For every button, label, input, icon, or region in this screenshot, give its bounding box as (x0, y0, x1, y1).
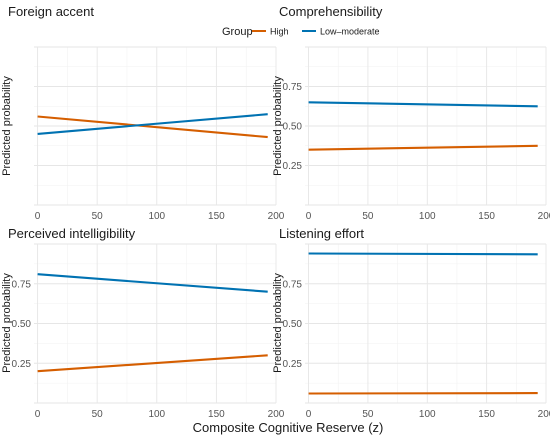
y-tick-label: 0.25 (283, 161, 303, 172)
x-tick-label: 100 (148, 409, 165, 420)
x-tick-label: 100 (419, 409, 436, 420)
y-tick-label: 0.75 (12, 279, 32, 290)
series-line-high (37, 354, 268, 373)
x-axis-title: Composite Cognitive Reserve (z) (193, 420, 384, 435)
y-tick-label: 0.50 (12, 319, 32, 330)
panel-3: Listening effort Predicted probability0.2… (272, 226, 550, 420)
x-tick-label: 150 (478, 211, 495, 222)
panel-title: Listening effort (279, 226, 364, 241)
series-line-low-moderate (37, 273, 268, 293)
x-tick-label: 100 (148, 211, 165, 222)
x-tick-label: 150 (208, 409, 225, 420)
x-tick-label: 100 (419, 211, 436, 222)
panel-0: Foreign accent Predicted probability 0 50 10… (1, 4, 285, 222)
legend-label-0: High (270, 27, 289, 37)
y-axis-title: Predicted probability (272, 76, 284, 176)
x-tick-label: 200 (268, 211, 285, 222)
y-axis-title: Predicted probability (1, 273, 13, 373)
y-axis-title: Predicted probability (272, 273, 284, 373)
x-tick-label: 0 (35, 409, 41, 420)
series-line-high (37, 115, 268, 139)
x-tick-label: 0 (306, 409, 312, 420)
y-tick-label: 0.50 (283, 319, 303, 330)
series-line-low-moderate (37, 113, 268, 135)
x-tick-label: 50 (362, 409, 374, 420)
x-tick-label: 200 (268, 409, 285, 420)
y-tick-label: 0.25 (12, 359, 32, 370)
panels: Foreign accent Predicted probability 0 50 10… (1, 4, 550, 420)
legend-label-1: Low–moderate (320, 27, 380, 37)
series-line-high (308, 144, 538, 151)
panel-title: Foreign accent (8, 4, 94, 19)
y-axis-title: Predicted probability (1, 76, 13, 176)
panel-1: Comprehensibility Predicted probability0.… (272, 4, 550, 222)
y-tick-label: 0.25 (283, 359, 303, 370)
y-tick-label: 0.75 (283, 279, 303, 290)
x-tick-label: 50 (362, 211, 374, 222)
y-tick-label: 0.50 (283, 122, 303, 133)
x-tick-label: 200 (538, 409, 550, 420)
y-tick-label: 0.75 (283, 82, 303, 93)
panel-title: Comprehensibility (279, 4, 383, 19)
series-line-low-moderate (308, 101, 538, 108)
series-line-low-moderate (308, 252, 538, 256)
x-tick-label: 200 (538, 211, 550, 222)
panel-2: Perceived intelligibility Predicted proba… (1, 226, 285, 420)
legend-title: Group (222, 26, 253, 38)
x-tick-label: 50 (92, 211, 104, 222)
x-tick-label: 0 (35, 211, 41, 222)
x-tick-label: 50 (92, 409, 104, 420)
x-tick-label: 150 (208, 211, 225, 222)
panel-title: Perceived intelligibility (8, 226, 136, 241)
x-tick-label: 150 (478, 409, 495, 420)
x-tick-label: 0 (306, 211, 312, 222)
legend: Group High Low–moderate (222, 26, 380, 38)
